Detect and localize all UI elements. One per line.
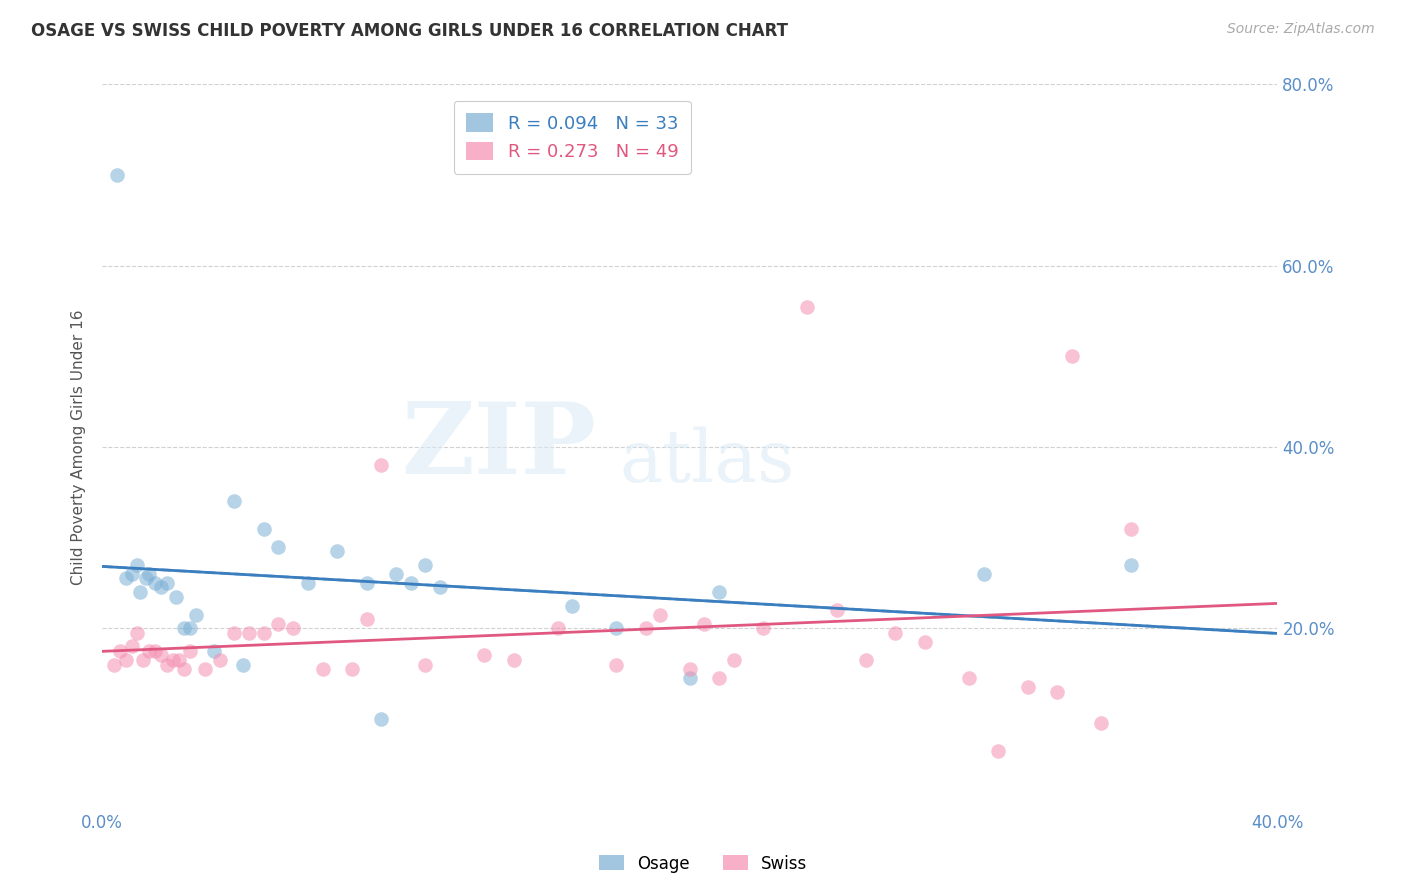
Point — [121, 566, 143, 581]
Point — [114, 653, 136, 667]
Point — [752, 621, 775, 635]
Point — [132, 653, 155, 667]
Point — [723, 653, 745, 667]
Point — [138, 644, 160, 658]
Point — [1046, 684, 1069, 698]
Point — [884, 625, 907, 640]
Point — [326, 544, 349, 558]
Point — [253, 522, 276, 536]
Point — [149, 648, 172, 663]
Point — [149, 581, 172, 595]
Point — [103, 657, 125, 672]
Point — [202, 644, 225, 658]
Point — [605, 657, 627, 672]
Point — [825, 603, 848, 617]
Point — [114, 571, 136, 585]
Point — [1119, 522, 1142, 536]
Point — [267, 540, 290, 554]
Point — [156, 657, 179, 672]
Point — [356, 612, 378, 626]
Point — [472, 648, 495, 663]
Point — [173, 662, 195, 676]
Legend: Osage, Swiss: Osage, Swiss — [592, 848, 814, 880]
Point — [973, 566, 995, 581]
Point — [1119, 558, 1142, 572]
Point — [108, 644, 131, 658]
Point — [105, 168, 128, 182]
Point — [173, 621, 195, 635]
Point — [693, 616, 716, 631]
Point — [224, 625, 246, 640]
Point — [1060, 349, 1083, 363]
Point — [679, 671, 702, 685]
Legend: R = 0.094   N = 33, R = 0.273   N = 49: R = 0.094 N = 33, R = 0.273 N = 49 — [454, 101, 692, 174]
Text: atlas: atlas — [619, 426, 794, 497]
Point — [283, 621, 305, 635]
Point — [650, 607, 672, 622]
Point — [605, 621, 627, 635]
Point — [356, 576, 378, 591]
Point — [297, 576, 319, 591]
Point — [208, 653, 231, 667]
Point — [385, 566, 408, 581]
Point — [143, 576, 166, 591]
Point — [224, 494, 246, 508]
Point — [634, 621, 657, 635]
Point — [267, 616, 290, 631]
Point — [127, 625, 149, 640]
Point — [135, 571, 157, 585]
Point — [429, 581, 451, 595]
Point — [179, 621, 201, 635]
Y-axis label: Child Poverty Among Girls Under 16: Child Poverty Among Girls Under 16 — [72, 310, 86, 585]
Point — [957, 671, 980, 685]
Point — [194, 662, 217, 676]
Point — [1090, 716, 1112, 731]
Point — [502, 653, 524, 667]
Point — [1017, 680, 1039, 694]
Point — [156, 576, 179, 591]
Point — [165, 590, 187, 604]
Point — [370, 458, 392, 472]
Point — [238, 625, 260, 640]
Point — [399, 576, 422, 591]
Point — [167, 653, 190, 667]
Point — [179, 644, 201, 658]
Point — [914, 635, 936, 649]
Point — [547, 621, 569, 635]
Point — [709, 671, 731, 685]
Point — [709, 585, 731, 599]
Point — [855, 653, 877, 667]
Point — [311, 662, 333, 676]
Point — [162, 653, 184, 667]
Point — [143, 644, 166, 658]
Point — [127, 558, 149, 572]
Point — [138, 566, 160, 581]
Text: OSAGE VS SWISS CHILD POVERTY AMONG GIRLS UNDER 16 CORRELATION CHART: OSAGE VS SWISS CHILD POVERTY AMONG GIRLS… — [31, 22, 787, 40]
Point — [129, 585, 152, 599]
Point — [253, 625, 276, 640]
Point — [415, 657, 437, 672]
Point — [121, 640, 143, 654]
Point — [796, 300, 818, 314]
Point — [987, 744, 1010, 758]
Point — [679, 662, 702, 676]
Point — [186, 607, 208, 622]
Point — [370, 712, 392, 726]
Point — [232, 657, 254, 672]
Point — [561, 599, 583, 613]
Point — [340, 662, 363, 676]
Point — [415, 558, 437, 572]
Text: ZIP: ZIP — [401, 399, 596, 495]
Text: Source: ZipAtlas.com: Source: ZipAtlas.com — [1227, 22, 1375, 37]
